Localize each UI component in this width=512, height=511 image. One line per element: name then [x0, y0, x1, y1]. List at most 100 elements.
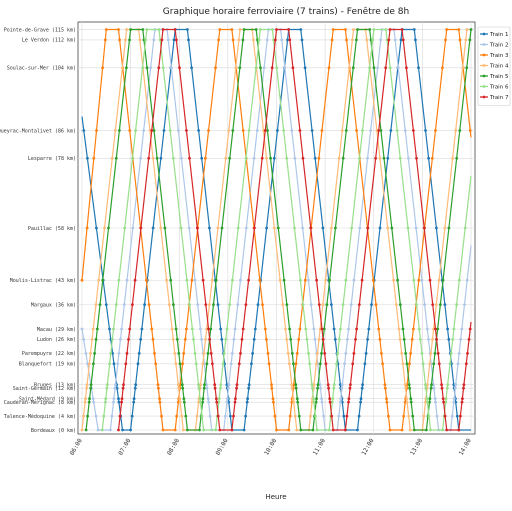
station-stop-marker	[139, 338, 143, 341]
station-stop-marker	[405, 400, 409, 404]
station-stop-marker	[244, 414, 248, 418]
station-stop-marker	[437, 278, 441, 282]
station-stop-marker	[350, 38, 354, 42]
station-stop-marker	[464, 362, 468, 366]
station-stop-marker	[293, 156, 297, 160]
station-stop-marker	[252, 156, 256, 160]
station-stop-marker	[314, 400, 318, 404]
station-stop-marker	[260, 156, 264, 160]
station-stop-marker	[180, 156, 183, 160]
station-stop-marker	[175, 338, 179, 341]
station-stop-marker	[404, 386, 407, 390]
station-stop-marker	[422, 414, 426, 418]
station-stop-marker	[436, 327, 440, 331]
station-stop-marker	[403, 383, 407, 387]
station-stop-marker	[331, 397, 335, 401]
station-stop-marker	[117, 397, 120, 401]
station-stop-marker	[410, 338, 414, 341]
station-stop-marker	[283, 66, 287, 70]
station-stop-marker	[154, 362, 158, 366]
station-stop-marker	[276, 226, 280, 230]
station-stop-marker	[280, 38, 284, 42]
station-stop-marker	[420, 278, 424, 282]
time-tick-label: 13:00	[409, 437, 424, 456]
station-stop-marker	[104, 397, 108, 401]
station-stop-marker	[347, 327, 350, 331]
station-stop-marker	[310, 129, 314, 132]
station-stop-marker	[140, 327, 144, 331]
station-stop-marker	[110, 414, 114, 418]
station-stop-marker	[452, 397, 456, 401]
station-stop-marker	[359, 400, 362, 404]
station-stop-marker	[332, 383, 336, 387]
station-stop-marker	[361, 383, 364, 387]
station-stop-marker	[232, 414, 235, 418]
station-stop-marker	[412, 278, 416, 282]
station-stop-marker	[80, 428, 84, 432]
station-stop-marker	[461, 66, 465, 70]
station-stop-marker	[344, 352, 348, 355]
station-stop-marker	[321, 226, 325, 230]
station-stop-marker	[455, 414, 459, 418]
station-stop-marker	[452, 327, 456, 331]
station-stop-marker	[118, 414, 122, 418]
legend-label: Train 4	[489, 64, 509, 70]
station-stop-marker	[104, 303, 108, 306]
station-stop-marker	[293, 226, 296, 230]
station-stop-marker	[402, 338, 406, 341]
station-stop-marker	[224, 338, 228, 341]
station-stop-marker	[258, 28, 262, 31]
station-stop-marker	[452, 400, 456, 404]
station-stop-marker	[182, 397, 186, 401]
station-stop-marker	[89, 352, 92, 355]
station-stop-marker	[116, 362, 120, 366]
station-stop-marker	[307, 278, 310, 282]
station-stop-marker	[182, 400, 186, 404]
station-stop-marker	[166, 38, 170, 42]
station-stop-marker	[209, 352, 213, 355]
station-stop-marker	[82, 129, 86, 132]
station-stop-marker	[209, 327, 213, 331]
station-stop-marker	[263, 327, 267, 331]
station-stop-marker	[330, 226, 333, 230]
station-stop-marker	[157, 386, 160, 390]
station-stop-marker	[465, 66, 469, 70]
time-tick-label: 14:00	[458, 437, 473, 456]
time-tick-label: 07:00	[117, 437, 132, 456]
station-stop-marker	[461, 397, 464, 401]
station-stop-marker	[451, 156, 454, 160]
station-stop-marker	[294, 386, 298, 390]
station-stop-marker	[115, 386, 119, 390]
station-stop-marker	[190, 327, 194, 331]
station-stop-marker	[123, 226, 127, 230]
station-stop-marker	[212, 303, 215, 306]
station-stop-marker	[188, 303, 192, 306]
station-label: Le Verdon (112 km)	[22, 38, 76, 44]
station-stop-marker	[349, 303, 353, 306]
station-stop-marker	[120, 400, 123, 404]
station-stop-marker	[334, 226, 337, 230]
station-stop-marker	[200, 338, 204, 341]
station-stop-marker	[328, 397, 332, 401]
station-stop-marker	[253, 226, 256, 230]
station-stop-marker	[288, 362, 291, 366]
station-stop-marker	[171, 338, 175, 341]
station-stop-marker	[241, 129, 245, 132]
station-stop-marker	[97, 278, 101, 282]
station-stop-marker	[229, 362, 233, 366]
station-stop-marker	[225, 383, 229, 387]
station-stop-marker	[95, 226, 98, 230]
station-stop-marker	[338, 383, 342, 387]
station-stop-marker	[314, 362, 318, 366]
station-stop-marker	[145, 278, 148, 282]
station-label: Saint-Médard (9 km)	[19, 395, 76, 402]
station-stop-marker	[150, 327, 154, 331]
station-stop-marker	[337, 414, 341, 418]
station-label: Ludon (26 km)	[37, 337, 76, 343]
station-stop-marker	[359, 397, 363, 401]
station-stop-marker	[120, 327, 123, 331]
station-stop-marker	[278, 278, 282, 282]
station-stop-marker	[332, 327, 336, 331]
station-stop-marker	[327, 66, 331, 70]
